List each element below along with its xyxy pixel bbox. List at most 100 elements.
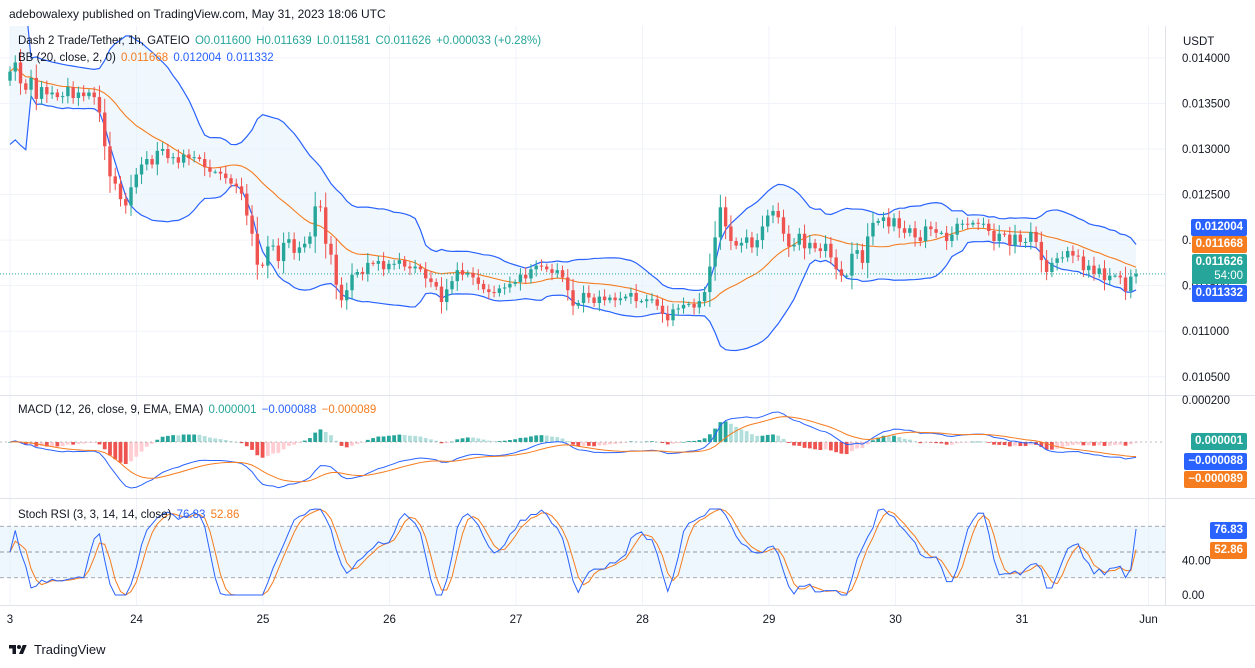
macd-histogram-bar bbox=[171, 435, 176, 442]
candle-body bbox=[308, 236, 312, 244]
candle-body bbox=[166, 149, 170, 159]
candle-body bbox=[334, 254, 338, 285]
candle bbox=[66, 77, 70, 104]
price-tick-label: 0.013500 bbox=[1182, 98, 1230, 110]
candle bbox=[1092, 256, 1096, 281]
macd-histogram-bar bbox=[834, 442, 839, 453]
macd-price-tag: −0.000088 bbox=[1184, 453, 1247, 470]
stoch-tick-label: 0.00 bbox=[1182, 590, 1204, 602]
macd-histogram-bar bbox=[734, 426, 739, 442]
candle-body bbox=[318, 206, 323, 208]
macd-histogram-bar bbox=[534, 435, 539, 442]
macd-histogram-bar bbox=[1018, 442, 1023, 447]
candle-body bbox=[1034, 231, 1038, 242]
candle-body bbox=[697, 301, 702, 308]
candle-body bbox=[324, 207, 328, 244]
candle bbox=[902, 220, 907, 239]
macd-histogram-bar bbox=[123, 442, 128, 464]
candle-body bbox=[887, 217, 891, 227]
candle bbox=[376, 256, 381, 271]
candle bbox=[634, 284, 638, 309]
candle-body bbox=[792, 244, 796, 247]
candle bbox=[502, 283, 507, 295]
macd-histogram-bar bbox=[192, 434, 197, 442]
macd-histogram-bar bbox=[8, 442, 12, 443]
candle-body bbox=[103, 112, 107, 147]
macd-histogram-bar bbox=[955, 442, 960, 444]
candle-body bbox=[1065, 251, 1070, 258]
candle bbox=[355, 269, 359, 278]
candle-body bbox=[439, 286, 444, 303]
macd-histogram-bar bbox=[350, 442, 354, 446]
candle bbox=[276, 238, 281, 269]
candle bbox=[397, 252, 402, 270]
candle-body bbox=[224, 173, 228, 179]
candle-body bbox=[176, 157, 181, 163]
candle-body bbox=[387, 263, 391, 270]
price-tick-label: 0.012500 bbox=[1182, 190, 1230, 202]
macd-histogram-bar bbox=[155, 439, 160, 442]
macd-histogram-bar bbox=[850, 442, 854, 452]
macd-histogram-bar bbox=[365, 439, 370, 442]
candle bbox=[208, 159, 212, 178]
stoch-rsi-pane bbox=[0, 508, 1165, 596]
candle bbox=[392, 259, 396, 270]
candle-body bbox=[181, 154, 186, 163]
candle bbox=[808, 234, 812, 255]
bb-fill-area bbox=[10, 26, 1137, 351]
candle bbox=[1034, 226, 1038, 248]
candle-body bbox=[766, 215, 770, 227]
candle-body bbox=[460, 270, 465, 275]
candle bbox=[418, 263, 423, 273]
candle bbox=[1029, 222, 1033, 250]
candle bbox=[1076, 249, 1080, 261]
candle bbox=[360, 267, 365, 281]
macd-histogram-bar bbox=[134, 442, 139, 457]
macd-histogram-bar bbox=[750, 434, 754, 442]
chart-canvas[interactable]: 0.0140000.0135000.0130000.0125000.012000… bbox=[0, 26, 1255, 632]
candle-body bbox=[1008, 234, 1012, 246]
candle-body bbox=[8, 71, 12, 81]
candle bbox=[618, 291, 623, 305]
candle-body bbox=[13, 62, 17, 72]
candle-body bbox=[1134, 273, 1138, 277]
candle bbox=[234, 178, 238, 194]
candle bbox=[913, 221, 917, 247]
candle-body bbox=[1013, 234, 1017, 246]
candle-body bbox=[345, 290, 349, 301]
candle bbox=[718, 194, 723, 250]
macd-histogram-bar bbox=[71, 442, 76, 445]
candle-body bbox=[513, 282, 517, 284]
macd-histogram-bar bbox=[597, 442, 602, 446]
macd-histogram-bar bbox=[202, 436, 207, 442]
time-tick-label: 3 bbox=[7, 614, 13, 626]
candle-body bbox=[687, 303, 691, 305]
stoch-k-price-tag: 76.83 bbox=[1210, 522, 1247, 539]
candle-body bbox=[702, 292, 707, 302]
candle-body bbox=[108, 146, 112, 177]
candle-body bbox=[918, 237, 923, 242]
candle-body bbox=[508, 283, 512, 288]
macd-histogram-bar bbox=[281, 442, 286, 450]
stoch-tick-label: 40.00 bbox=[1182, 556, 1211, 568]
candle-body bbox=[634, 292, 638, 302]
macd-histogram-bar bbox=[97, 442, 102, 445]
candle-body bbox=[187, 154, 191, 159]
candle bbox=[302, 236, 307, 253]
macd-histogram-bar bbox=[423, 437, 428, 442]
candle-body bbox=[739, 242, 744, 246]
candle bbox=[1002, 231, 1007, 237]
candle bbox=[929, 221, 933, 237]
candle bbox=[1134, 268, 1138, 284]
macd-histogram-bar bbox=[355, 442, 360, 444]
macd-histogram-bar bbox=[865, 442, 870, 445]
candle-body bbox=[71, 87, 75, 98]
candle bbox=[513, 279, 517, 287]
candle-body bbox=[939, 232, 944, 234]
candle bbox=[555, 263, 559, 278]
main-legend: Dash 2 Trade/Tether, 1h, GATEIO O0.01160… bbox=[18, 35, 543, 47]
candle-body bbox=[34, 77, 39, 99]
bb-basis-price-tag: 0.011668 bbox=[1191, 236, 1247, 253]
candle bbox=[345, 282, 349, 310]
macd-histogram-bar bbox=[928, 442, 933, 443]
